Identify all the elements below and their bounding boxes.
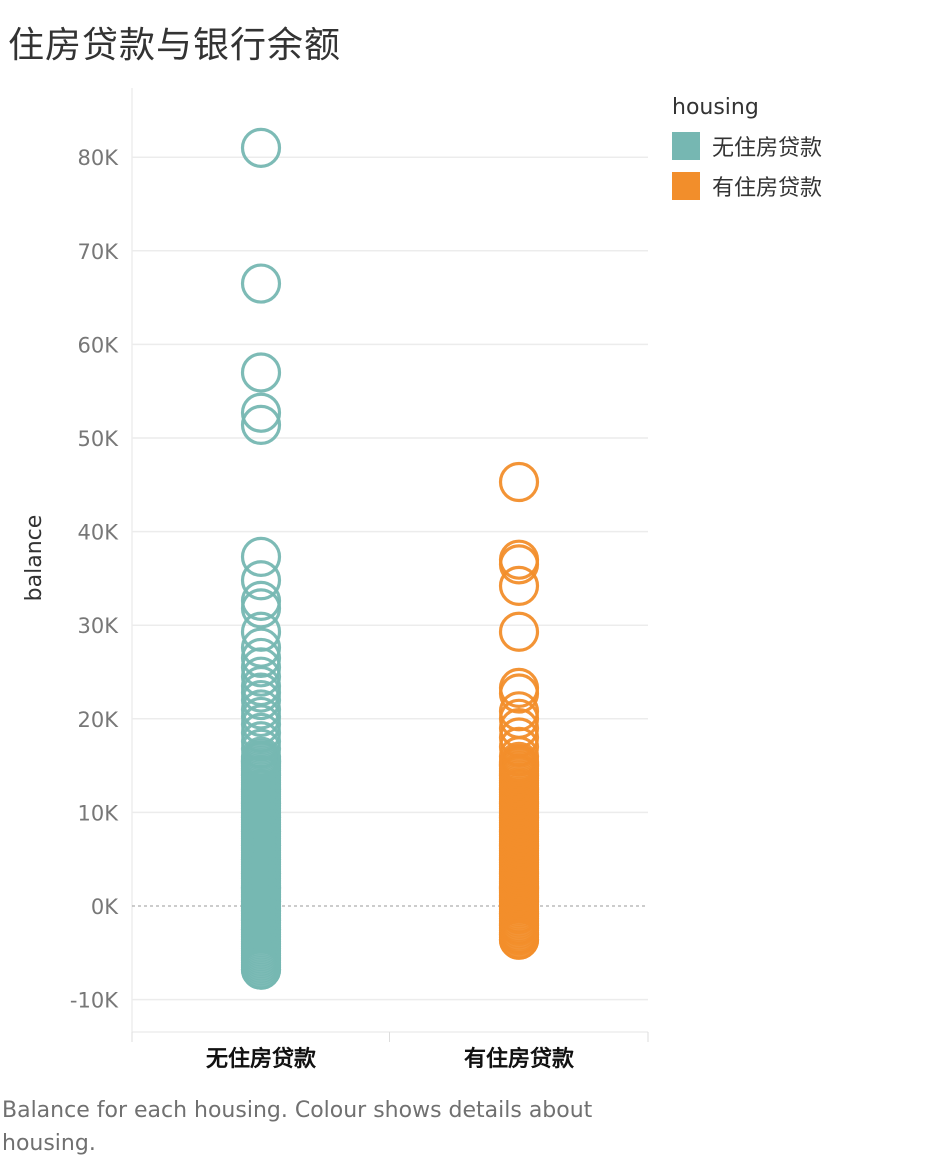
data-point xyxy=(240,263,282,304)
chart-caption: Balance for each housing. Colour shows d… xyxy=(2,1098,593,1156)
x-tick-label: 有住房贷款 xyxy=(464,1046,575,1072)
y-tick-label: 30K xyxy=(78,614,120,638)
data-point xyxy=(240,536,282,577)
x-axis: 无住房贷款 有住房贷款 xyxy=(131,1032,649,1072)
data-point xyxy=(240,647,282,688)
data-point xyxy=(240,736,282,777)
data-point xyxy=(240,637,282,679)
data-point xyxy=(498,544,540,585)
data-point xyxy=(240,679,282,721)
data-point xyxy=(240,656,282,697)
legend-item-has-loan[interactable]: 有住房贷款 xyxy=(672,166,822,206)
chart-title: 住房贷款与银行余额 xyxy=(8,25,342,66)
y-tick-label: 60K xyxy=(78,333,120,357)
y-tick-label: 80K xyxy=(78,146,120,170)
legend-swatch xyxy=(672,132,700,160)
y-tick-label: 0K xyxy=(91,895,119,919)
data-point xyxy=(498,565,540,606)
y-tick-label: 40K xyxy=(78,521,120,545)
legend-swatch xyxy=(672,172,700,200)
legend-label: 有住房贷款 xyxy=(712,176,823,201)
data-point xyxy=(240,352,282,393)
data-point xyxy=(240,127,282,168)
y-tick-label: 10K xyxy=(78,801,120,825)
legend-label: 无住房贷款 xyxy=(712,136,823,161)
data-point xyxy=(240,560,282,601)
legend-item-no-loan[interactable]: 无住房贷款 xyxy=(672,126,822,166)
x-tick-label: 无住房贷款 xyxy=(206,1046,317,1072)
y-axis-label: balance xyxy=(22,515,47,602)
y-tick-label: -10K xyxy=(70,989,119,1013)
y-axis: -10K 0K 10K 20K 30K 40K 50K 60K 70K 80K xyxy=(70,146,119,1012)
data-point xyxy=(498,673,540,714)
y-tick-label: 50K xyxy=(78,427,120,451)
data-point xyxy=(240,392,282,433)
data-points xyxy=(240,127,540,990)
chart-area: -10K 0K 10K 20K 30K 40K 50K 60K 70K 80K 无住房贷款 有住房贷… xyxy=(22,88,649,1072)
grid-lines xyxy=(131,88,648,1033)
y-tick-label: 70K xyxy=(78,240,120,264)
y-tick-label: 20K xyxy=(78,708,120,732)
data-point xyxy=(498,741,540,782)
data-point xyxy=(240,588,282,629)
data-point xyxy=(240,404,282,445)
legend: housing 无住房贷款 有住房贷款 xyxy=(672,95,822,206)
data-point xyxy=(498,461,540,503)
legend-title: housing xyxy=(672,95,759,120)
data-point xyxy=(498,611,540,652)
